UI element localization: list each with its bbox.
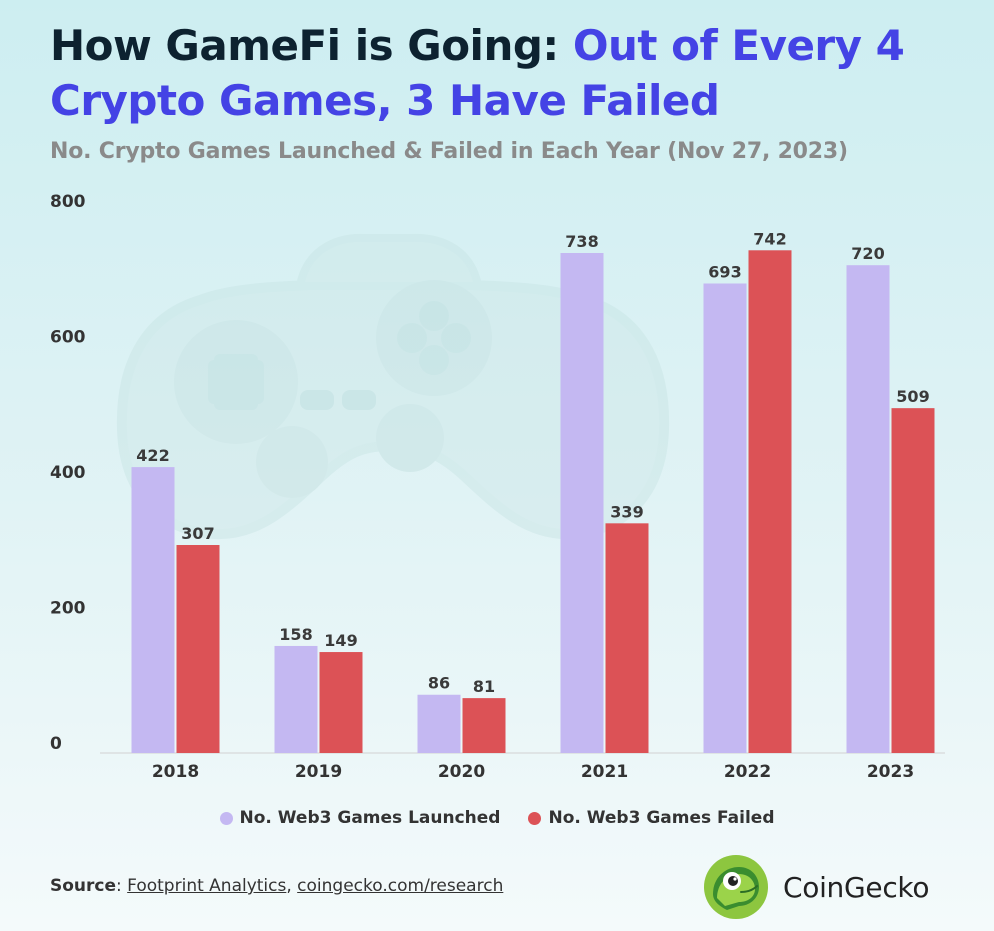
x-tick-label: 2020 [438,762,485,782]
bar-launched [131,467,175,753]
source-comma: , [286,876,298,896]
brand: CoinGecko [703,854,929,920]
source-link-footprint[interactable]: Footprint Analytics [127,876,287,896]
x-tick-label: 2018 [152,762,199,782]
y-tick-label: 600 [50,328,86,348]
chart-subtitle: No. Crypto Games Launched & Failed in Ea… [50,139,848,164]
source-note: Source: Footprint Analytics, coingecko.c… [50,876,503,896]
data-label-failed: 307 [181,524,214,543]
y-tick-label: 400 [50,463,86,483]
legend-swatch-failed [528,811,542,825]
data-label-failed: 509 [896,387,929,406]
data-label-launched: 86 [428,674,450,693]
y-tick-label: 800 [50,192,86,212]
bar-launched [417,694,461,753]
bar-failed [748,250,792,754]
x-tick-label: 2022 [724,762,771,782]
bar-launched [560,253,604,753]
gecko-logo-icon [704,855,768,919]
title-part-2: Out of Every 4 Crypto Games, 3 Have Fail… [50,21,905,125]
data-label-launched: 693 [708,262,741,281]
bar-failed [891,408,935,753]
legend-label-failed: No. Web3 Games Failed [548,808,775,828]
bar-failed [605,523,649,753]
bar-launched [703,283,747,753]
data-label-failed: 81 [473,677,495,696]
x-tick-label: 2021 [581,762,628,782]
legend-item-failed: No. Web3 Games Failed [528,808,775,828]
bar-chart: 0 200 400 600 800 422 307 158 149 86 81 738 339 693 7… [50,192,945,782]
source-link-coingecko[interactable]: coingecko.com/research [297,876,504,896]
data-label-launched: 422 [136,446,169,465]
source-separator: : [116,876,128,896]
chart-legend: No. Web3 Games Launched No. Web3 Games F… [0,808,994,828]
title-part-1: How GameFi is Going: [50,21,573,70]
data-label-failed: 149 [324,631,357,650]
legend-label-launched: No. Web3 Games Launched [239,808,501,828]
data-label-launched: 720 [851,244,884,263]
data-label-failed: 742 [753,229,786,248]
legend-swatch-launched [219,811,233,825]
bar-launched [846,265,890,753]
bar-failed [319,652,363,753]
bar-launched [274,645,318,753]
data-label-launched: 738 [565,232,598,251]
bar-failed [176,545,220,753]
bar-failed [462,698,506,753]
source-label: Source [50,876,117,896]
brand-name: CoinGecko [783,870,930,904]
data-label-launched: 158 [279,625,312,644]
data-label-failed: 339 [610,502,643,521]
x-tick-label: 2019 [295,762,342,782]
y-tick-label: 0 [50,734,62,754]
game-controller-icon [116,233,670,540]
y-tick-label: 200 [50,599,86,619]
legend-item-launched: No. Web3 Games Launched [219,808,501,828]
x-tick-label: 2023 [867,762,914,782]
chart-title: How GameFi is Going: Out of Every 4 Cryp… [50,18,950,128]
